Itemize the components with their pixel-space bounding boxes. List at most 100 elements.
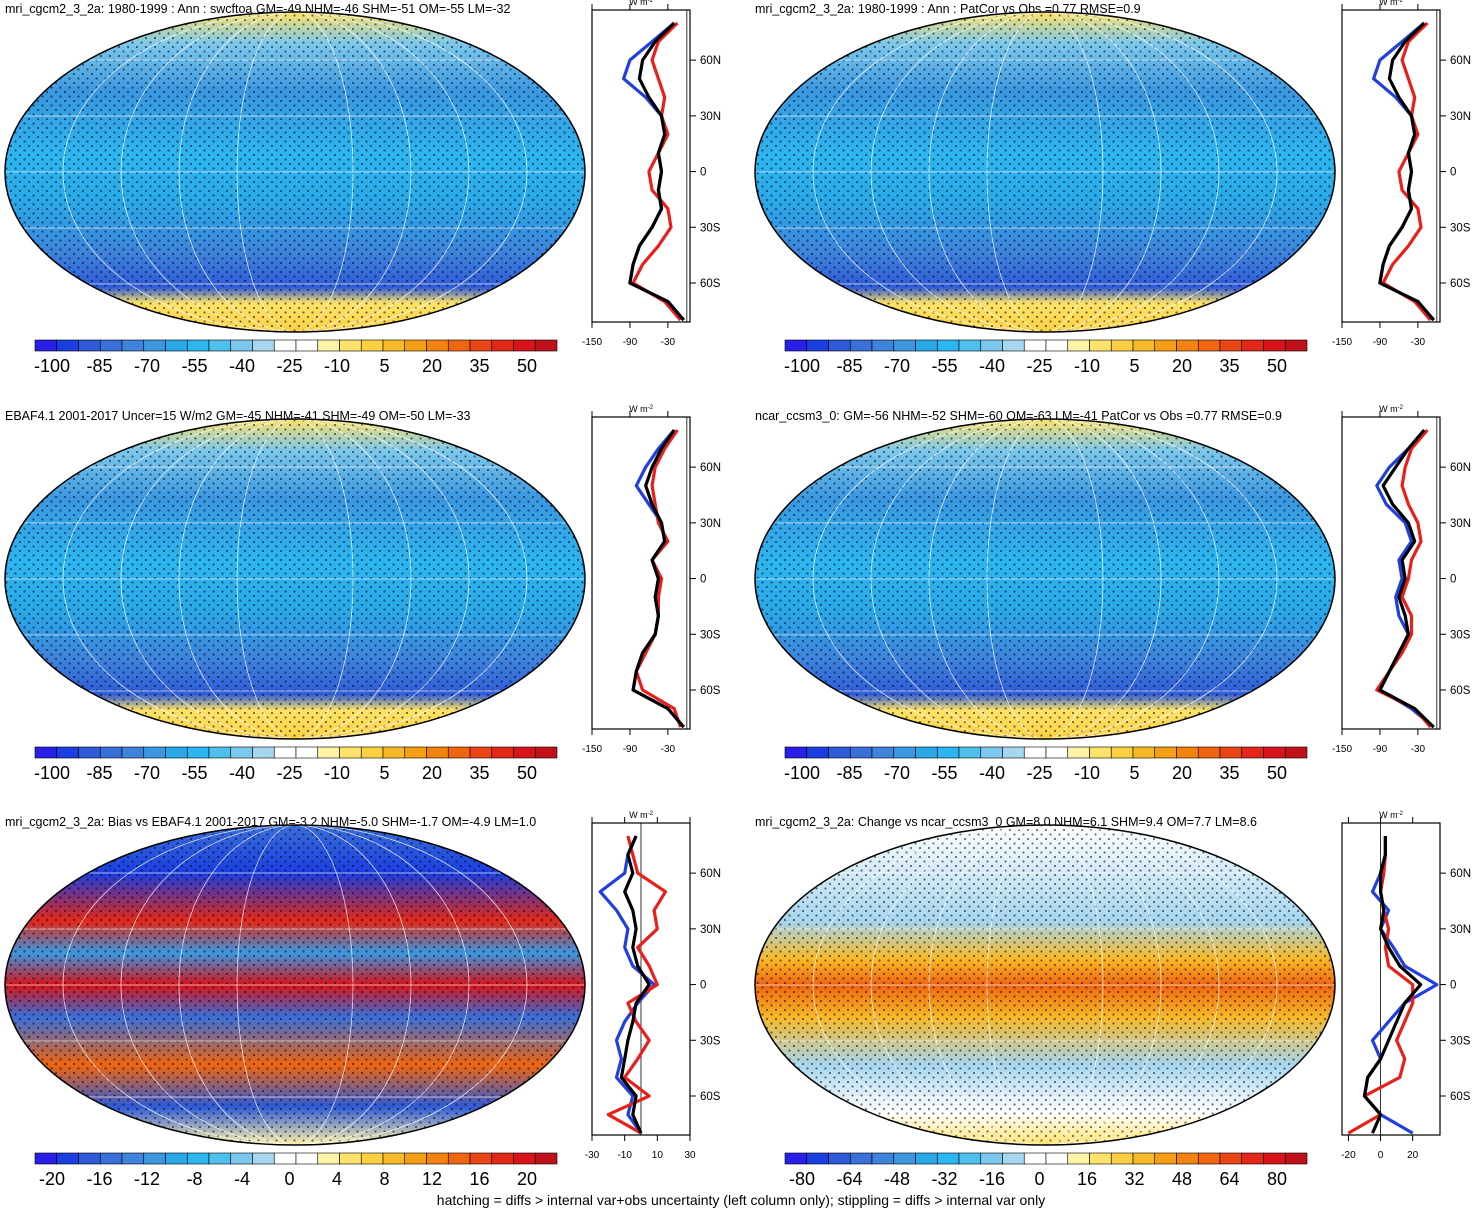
colorbar-box	[1263, 1152, 1286, 1165]
y-tick-label: 60S	[1450, 685, 1471, 697]
colorbar-label: 5	[1129, 356, 1139, 376]
colorbar-box	[958, 339, 982, 352]
colorbar-box	[143, 339, 166, 352]
colorbar-box	[56, 339, 79, 352]
colorbar-box	[382, 339, 406, 352]
colorbar-label: -80	[789, 1169, 815, 1189]
colorbar-box	[143, 1152, 166, 1165]
colorbar-box	[426, 1152, 449, 1165]
zonal-line	[606, 835, 668, 1135]
colorbar-box	[1002, 746, 1025, 759]
colorbar-box	[447, 746, 471, 759]
colorbar-box	[958, 746, 982, 759]
colorbar-box	[143, 746, 166, 759]
colorbar-label: -85	[86, 356, 112, 376]
colorbar-box	[360, 746, 384, 759]
colorbar-box	[1023, 339, 1047, 352]
colorbar-box	[1045, 339, 1069, 352]
x-tick-label: -30	[585, 1150, 600, 1161]
y-tick-label: 30S	[1450, 222, 1471, 234]
colorbar-label: 5	[379, 763, 389, 783]
y-tick-label: 0	[700, 574, 706, 586]
colorbar-label: -4	[234, 1169, 250, 1189]
colorbar-label: -16	[86, 1169, 112, 1189]
colorbar-label: 12	[422, 1169, 442, 1189]
colorbar-box	[208, 1152, 232, 1165]
colorbar-box	[186, 339, 210, 352]
colorbar-box	[230, 746, 253, 759]
colorbar-box	[893, 339, 916, 352]
colorbar-box	[99, 746, 123, 759]
unit-exponent: -2	[648, 0, 654, 4]
colorbar-box	[1002, 339, 1025, 352]
colorbar-label: -12	[134, 1169, 160, 1189]
unit-exponent: -2	[1398, 811, 1404, 817]
x-tick-label: 20	[1407, 1150, 1419, 1161]
colorbar-label: 50	[1267, 356, 1287, 376]
colorbar-box	[295, 339, 319, 352]
colorbar-box	[806, 746, 829, 759]
colorbar-box	[915, 1152, 938, 1165]
y-tick-label: 30N	[700, 518, 721, 530]
y-tick-label: 30N	[700, 924, 721, 936]
colorbar-label: -100	[784, 763, 820, 783]
unit-exponent: -2	[1398, 0, 1404, 4]
map-border	[4, 418, 586, 740]
colorbar-label: -10	[1074, 356, 1100, 376]
colorbar-label: 50	[1267, 763, 1287, 783]
colorbar-box	[491, 339, 514, 352]
colorbar-box	[1154, 1152, 1177, 1165]
y-tick-label: 30S	[700, 629, 721, 641]
colorbar-box	[828, 746, 851, 759]
colorbar-box	[958, 1152, 982, 1165]
zonal-line	[1378, 21, 1435, 322]
colorbar-label: -70	[884, 763, 910, 783]
unit-label: W m-2	[1379, 810, 1403, 820]
colorbar-box	[34, 339, 58, 352]
colorbar-label: 50	[517, 356, 537, 376]
unit: W m	[1379, 0, 1398, 7]
unit-label: W m-2	[629, 404, 653, 414]
colorbar-label: -55	[181, 763, 207, 783]
colorbar-label: 16	[1077, 1169, 1097, 1189]
y-tick-label: 0	[1450, 980, 1456, 992]
colorbar-box	[1132, 339, 1156, 352]
colorbar-box	[252, 339, 275, 352]
zonal-frame	[591, 416, 691, 730]
colorbar-box	[1263, 339, 1286, 352]
zonal-frame	[1341, 9, 1441, 323]
colorbar-label: 5	[1129, 763, 1139, 783]
unit-exponent: -2	[1398, 405, 1404, 411]
colorbar-box	[871, 746, 895, 759]
colorbar-box	[34, 1152, 58, 1165]
colorbar-label: -32	[931, 1169, 957, 1189]
colorbar-label: -8	[186, 1169, 202, 1189]
zonal-frame	[1341, 822, 1441, 1136]
colorbar-box	[78, 746, 101, 759]
x-tick-label: -150	[1332, 744, 1352, 755]
colorbar-label: 8	[379, 1169, 389, 1189]
colorbar-label: -20	[39, 1169, 65, 1189]
colorbar-box	[1176, 746, 1199, 759]
colorbar-box	[534, 1152, 558, 1165]
colorbar-box	[360, 1152, 384, 1165]
colorbar-box	[849, 339, 873, 352]
colorbar-label: -25	[276, 356, 302, 376]
colorbar-label: 32	[1124, 1169, 1144, 1189]
colorbar-box	[1002, 1152, 1025, 1165]
colorbar-box	[936, 339, 960, 352]
colorbar-box	[1284, 339, 1308, 352]
unit-exponent: -2	[648, 405, 654, 411]
x-tick-label: -90	[1373, 337, 1388, 348]
x-tick-label: -30	[661, 744, 676, 755]
zonal-line	[628, 21, 685, 322]
colorbar-box	[1176, 1152, 1199, 1165]
y-tick-label: 0	[700, 980, 706, 992]
colorbar-box	[513, 746, 536, 759]
colorbar-box	[828, 339, 851, 352]
colorbar-box	[404, 746, 427, 759]
colorbar-box	[404, 339, 427, 352]
y-tick-label: 30S	[700, 222, 721, 234]
colorbar-box	[56, 746, 79, 759]
colorbar-box	[447, 1152, 471, 1165]
